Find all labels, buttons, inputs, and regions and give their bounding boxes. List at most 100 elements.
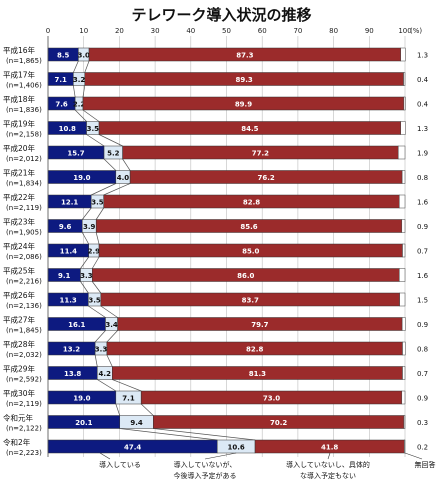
no-answer-label: 0.7 <box>417 370 428 378</box>
no-answer-label: 0.8 <box>417 174 428 182</box>
data-label: 76.2 <box>257 174 274 182</box>
legend-series-3-line2: な導入予定もない <box>300 471 356 480</box>
no-answer-label: 1.3 <box>417 52 428 60</box>
connector-line <box>122 158 131 171</box>
x-tick-label: 30 <box>151 27 160 35</box>
connector-line <box>98 134 123 147</box>
connector-line <box>140 403 154 416</box>
data-label: 15.7 <box>67 150 84 158</box>
category-n-label: (n=2,032) <box>6 351 42 359</box>
connector-line <box>82 109 100 122</box>
data-label: 3.5 <box>91 199 104 207</box>
data-label: 7.6 <box>55 101 68 109</box>
connector-line <box>88 305 106 318</box>
bar-segment-4 <box>399 194 406 209</box>
legend-pointer <box>327 452 331 460</box>
x-tick-label: 40 <box>186 27 195 35</box>
chart-title: テレワーク導入状況の推移 <box>131 6 312 24</box>
data-label: 8.5 <box>57 52 70 60</box>
connector-line <box>100 305 118 318</box>
category-year-label: 平成27年 <box>3 315 36 325</box>
data-label: 87.3 <box>236 52 253 60</box>
connector-line <box>91 281 102 294</box>
category-n-label: (n=2,136) <box>6 302 42 310</box>
x-tick-label: 60 <box>258 27 267 35</box>
data-label: 4.0 <box>117 174 130 182</box>
data-label: 82.8 <box>243 199 260 207</box>
connector-line <box>94 354 98 367</box>
data-label: 11.4 <box>60 248 77 256</box>
category-year-label: 平成25年 <box>3 266 36 276</box>
bar-segment-4 <box>401 317 406 331</box>
category-n-label: (n=2,158) <box>6 131 42 139</box>
connector-line <box>112 379 142 392</box>
legend-series-2-line2: 今後導入予定がある <box>174 471 237 480</box>
data-label: 3.3 <box>95 346 108 354</box>
bar-segment-4 <box>399 292 406 307</box>
no-answer-label: 0.8 <box>417 346 428 354</box>
data-label: 10.6 <box>227 444 244 452</box>
connector-line <box>115 403 121 416</box>
no-answer-label: 1.6 <box>417 199 429 207</box>
data-label: 86.0 <box>237 272 254 280</box>
data-label: 4.2 <box>99 370 112 378</box>
connector-line <box>153 428 256 441</box>
no-answer-label: 0.7 <box>417 248 428 256</box>
data-label: 13.8 <box>64 370 81 378</box>
no-answer-label: 1.9 <box>417 150 428 158</box>
data-label: 9.6 <box>59 223 72 231</box>
category-year-label: 平成30年 <box>3 388 36 398</box>
bar-segment-4 <box>401 390 406 405</box>
category-year-label: 令和元年 <box>3 413 33 423</box>
data-label: 82.8 <box>246 346 263 354</box>
data-label: 5.2 <box>107 150 120 158</box>
connector-line <box>82 85 86 98</box>
no-answer-label: 1.5 <box>417 297 428 305</box>
data-label: 89.3 <box>236 76 253 84</box>
category-n-label: (n=1,836) <box>6 106 42 114</box>
x-tick-label: 90 <box>365 27 374 35</box>
connector-line <box>74 109 87 122</box>
connector-line <box>97 379 117 392</box>
data-label: 81.3 <box>249 370 266 378</box>
bar-segment-4 <box>401 219 406 233</box>
data-label: 10.8 <box>59 125 76 133</box>
data-label: 9.4 <box>130 419 143 427</box>
connector-line <box>80 281 89 294</box>
connector-line <box>95 232 100 245</box>
legend-series-4: 無回答 <box>415 460 436 469</box>
bar-segment-4 <box>404 439 406 454</box>
data-label: 7.1 <box>54 76 67 84</box>
data-label: 3.9 <box>83 223 96 231</box>
bar-segment-4 <box>397 145 406 160</box>
category-n-label: (n=2,119) <box>6 204 42 212</box>
connector-line <box>91 183 116 196</box>
no-answer-label: 0.9 <box>417 223 428 231</box>
category-year-label: 平成20年 <box>3 143 36 153</box>
data-label: 13.2 <box>63 346 80 354</box>
connector-line <box>73 60 79 73</box>
no-answer-label: 0.9 <box>417 395 428 403</box>
legend-pointer <box>99 452 111 460</box>
bar-segment-4 <box>401 170 406 184</box>
data-label: 9.1 <box>58 272 71 280</box>
legend-series-2-line1: 導入していないが、 <box>174 460 237 469</box>
bar-segment-4 <box>403 72 406 86</box>
x-tick-label: 0 <box>46 27 50 35</box>
no-answer-label: 0.2 <box>417 444 428 452</box>
category-n-label: (n=1,865) <box>6 57 42 65</box>
connector-line <box>103 183 131 196</box>
connector-line <box>86 134 105 147</box>
category-n-label: (n=1,845) <box>6 327 42 335</box>
bar-segment-4 <box>400 47 406 62</box>
data-label: 73.0 <box>263 395 280 403</box>
connector-line <box>80 256 89 269</box>
connector-line <box>106 330 118 343</box>
category-year-label: 平成26年 <box>3 290 36 300</box>
category-year-label: 平成17年 <box>3 70 36 80</box>
no-answer-label: 0.4 <box>417 76 429 84</box>
connector-line <box>81 207 92 220</box>
data-label: 19.0 <box>73 395 90 403</box>
category-n-label: (n=2,592) <box>6 376 42 384</box>
category-year-label: 平成16年 <box>3 45 36 55</box>
